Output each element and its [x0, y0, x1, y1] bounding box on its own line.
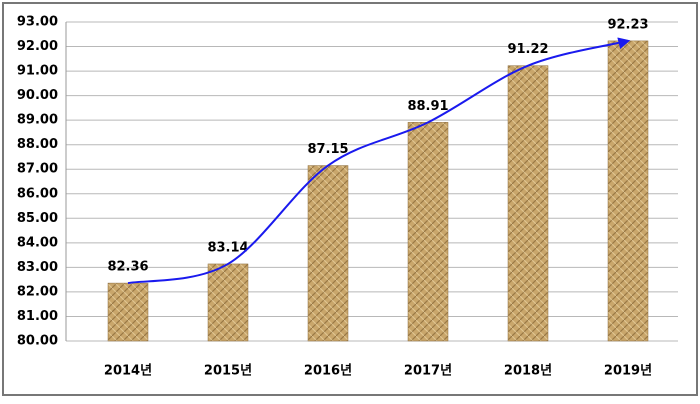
- frame: [2, 2, 698, 396]
- y-tick-label: 92.00: [17, 39, 58, 54]
- y-tick-label: 93.00: [17, 15, 58, 30]
- data-label: 92.23: [607, 17, 648, 32]
- data-label: 87.15: [307, 142, 348, 157]
- bar: [507, 65, 549, 342]
- y-tick-label: 88.00: [17, 137, 58, 152]
- y-tick-label: 85.00: [17, 211, 58, 226]
- x-tick-label: 2019년: [604, 364, 652, 379]
- x-tick-label: 2015년: [204, 364, 252, 379]
- y-tick-label: 83.00: [17, 260, 58, 275]
- y-tick-label: 81.00: [17, 309, 58, 324]
- bar: [607, 40, 649, 342]
- data-label: 82.36: [107, 260, 148, 275]
- trend-line: [127, 37, 631, 285]
- y-tick-label: 84.00: [17, 235, 58, 250]
- x-tick-label: 2018년: [504, 364, 552, 379]
- bar: [107, 282, 149, 342]
- data-label: 91.22: [507, 42, 548, 57]
- y-tick-label: 89.00: [17, 113, 58, 128]
- y-tick-label: 82.00: [17, 284, 58, 299]
- y-tick-label: 90.00: [17, 88, 58, 103]
- data-label: 83.14: [207, 240, 248, 255]
- bar: [307, 165, 349, 342]
- bar: [407, 122, 449, 342]
- bar: [207, 263, 249, 342]
- x-tick-label: 2016년: [304, 364, 352, 379]
- y-tick-label: 86.00: [17, 186, 58, 201]
- x-tick-label: 2014년: [104, 364, 152, 379]
- data-label: 88.91: [407, 99, 448, 114]
- y-tick-label: 87.00: [17, 162, 58, 177]
- y-tick-label: 80.00: [17, 334, 58, 349]
- x-tick-label: 2017년: [404, 364, 452, 379]
- y-tick-label: 91.00: [17, 64, 58, 79]
